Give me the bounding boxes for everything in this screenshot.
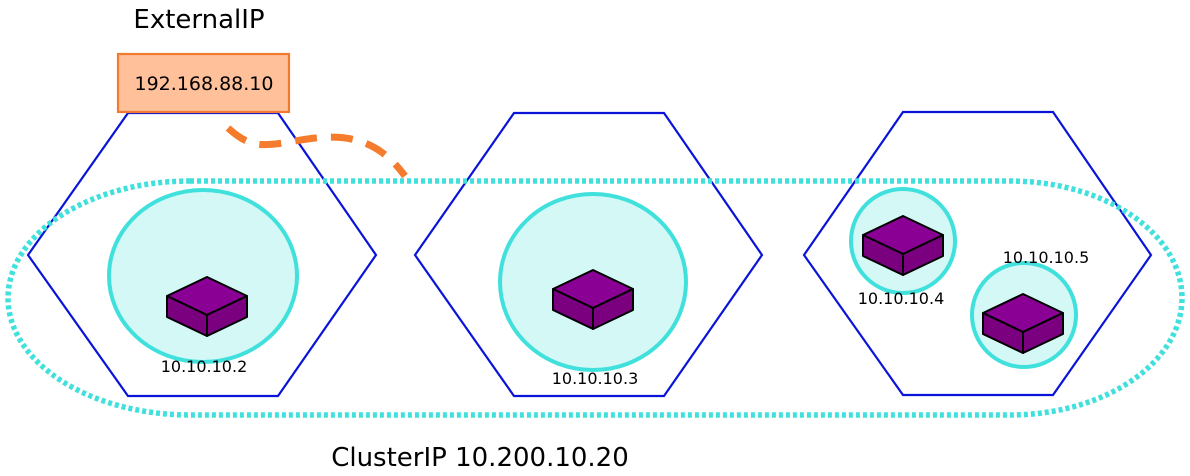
- cluster-ip-boundary: [5, 178, 1185, 418]
- external-ip-box: [116, 52, 291, 114]
- container-icon: [982, 293, 1064, 354]
- external-ip-address: 192.168.88.10: [134, 73, 273, 95]
- container-icon: [862, 215, 944, 276]
- pod-ip-label: 10.10.10.2: [161, 357, 248, 376]
- node-hexagon-2: [413, 111, 764, 398]
- container-icon: [166, 276, 248, 337]
- pod-ip-label: 10.10.10.4: [858, 289, 945, 308]
- external-ip-title: ExternalIP: [133, 5, 264, 35]
- node-hexagon-3: [802, 110, 1153, 397]
- cluster-ip-label: ClusterIP 10.200.10.20: [331, 443, 629, 473]
- pod-ip-label: 10.10.10.5: [1003, 248, 1090, 267]
- pod-ip-label: 10.10.10.3: [552, 369, 639, 388]
- external-link-line: [225, 125, 408, 179]
- pod-circle-1: [107, 188, 299, 364]
- container-icon: [552, 269, 634, 330]
